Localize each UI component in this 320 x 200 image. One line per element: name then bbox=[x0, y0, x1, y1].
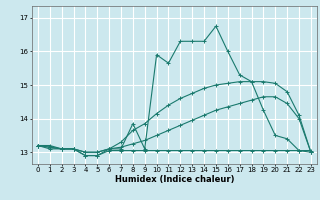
X-axis label: Humidex (Indice chaleur): Humidex (Indice chaleur) bbox=[115, 175, 234, 184]
